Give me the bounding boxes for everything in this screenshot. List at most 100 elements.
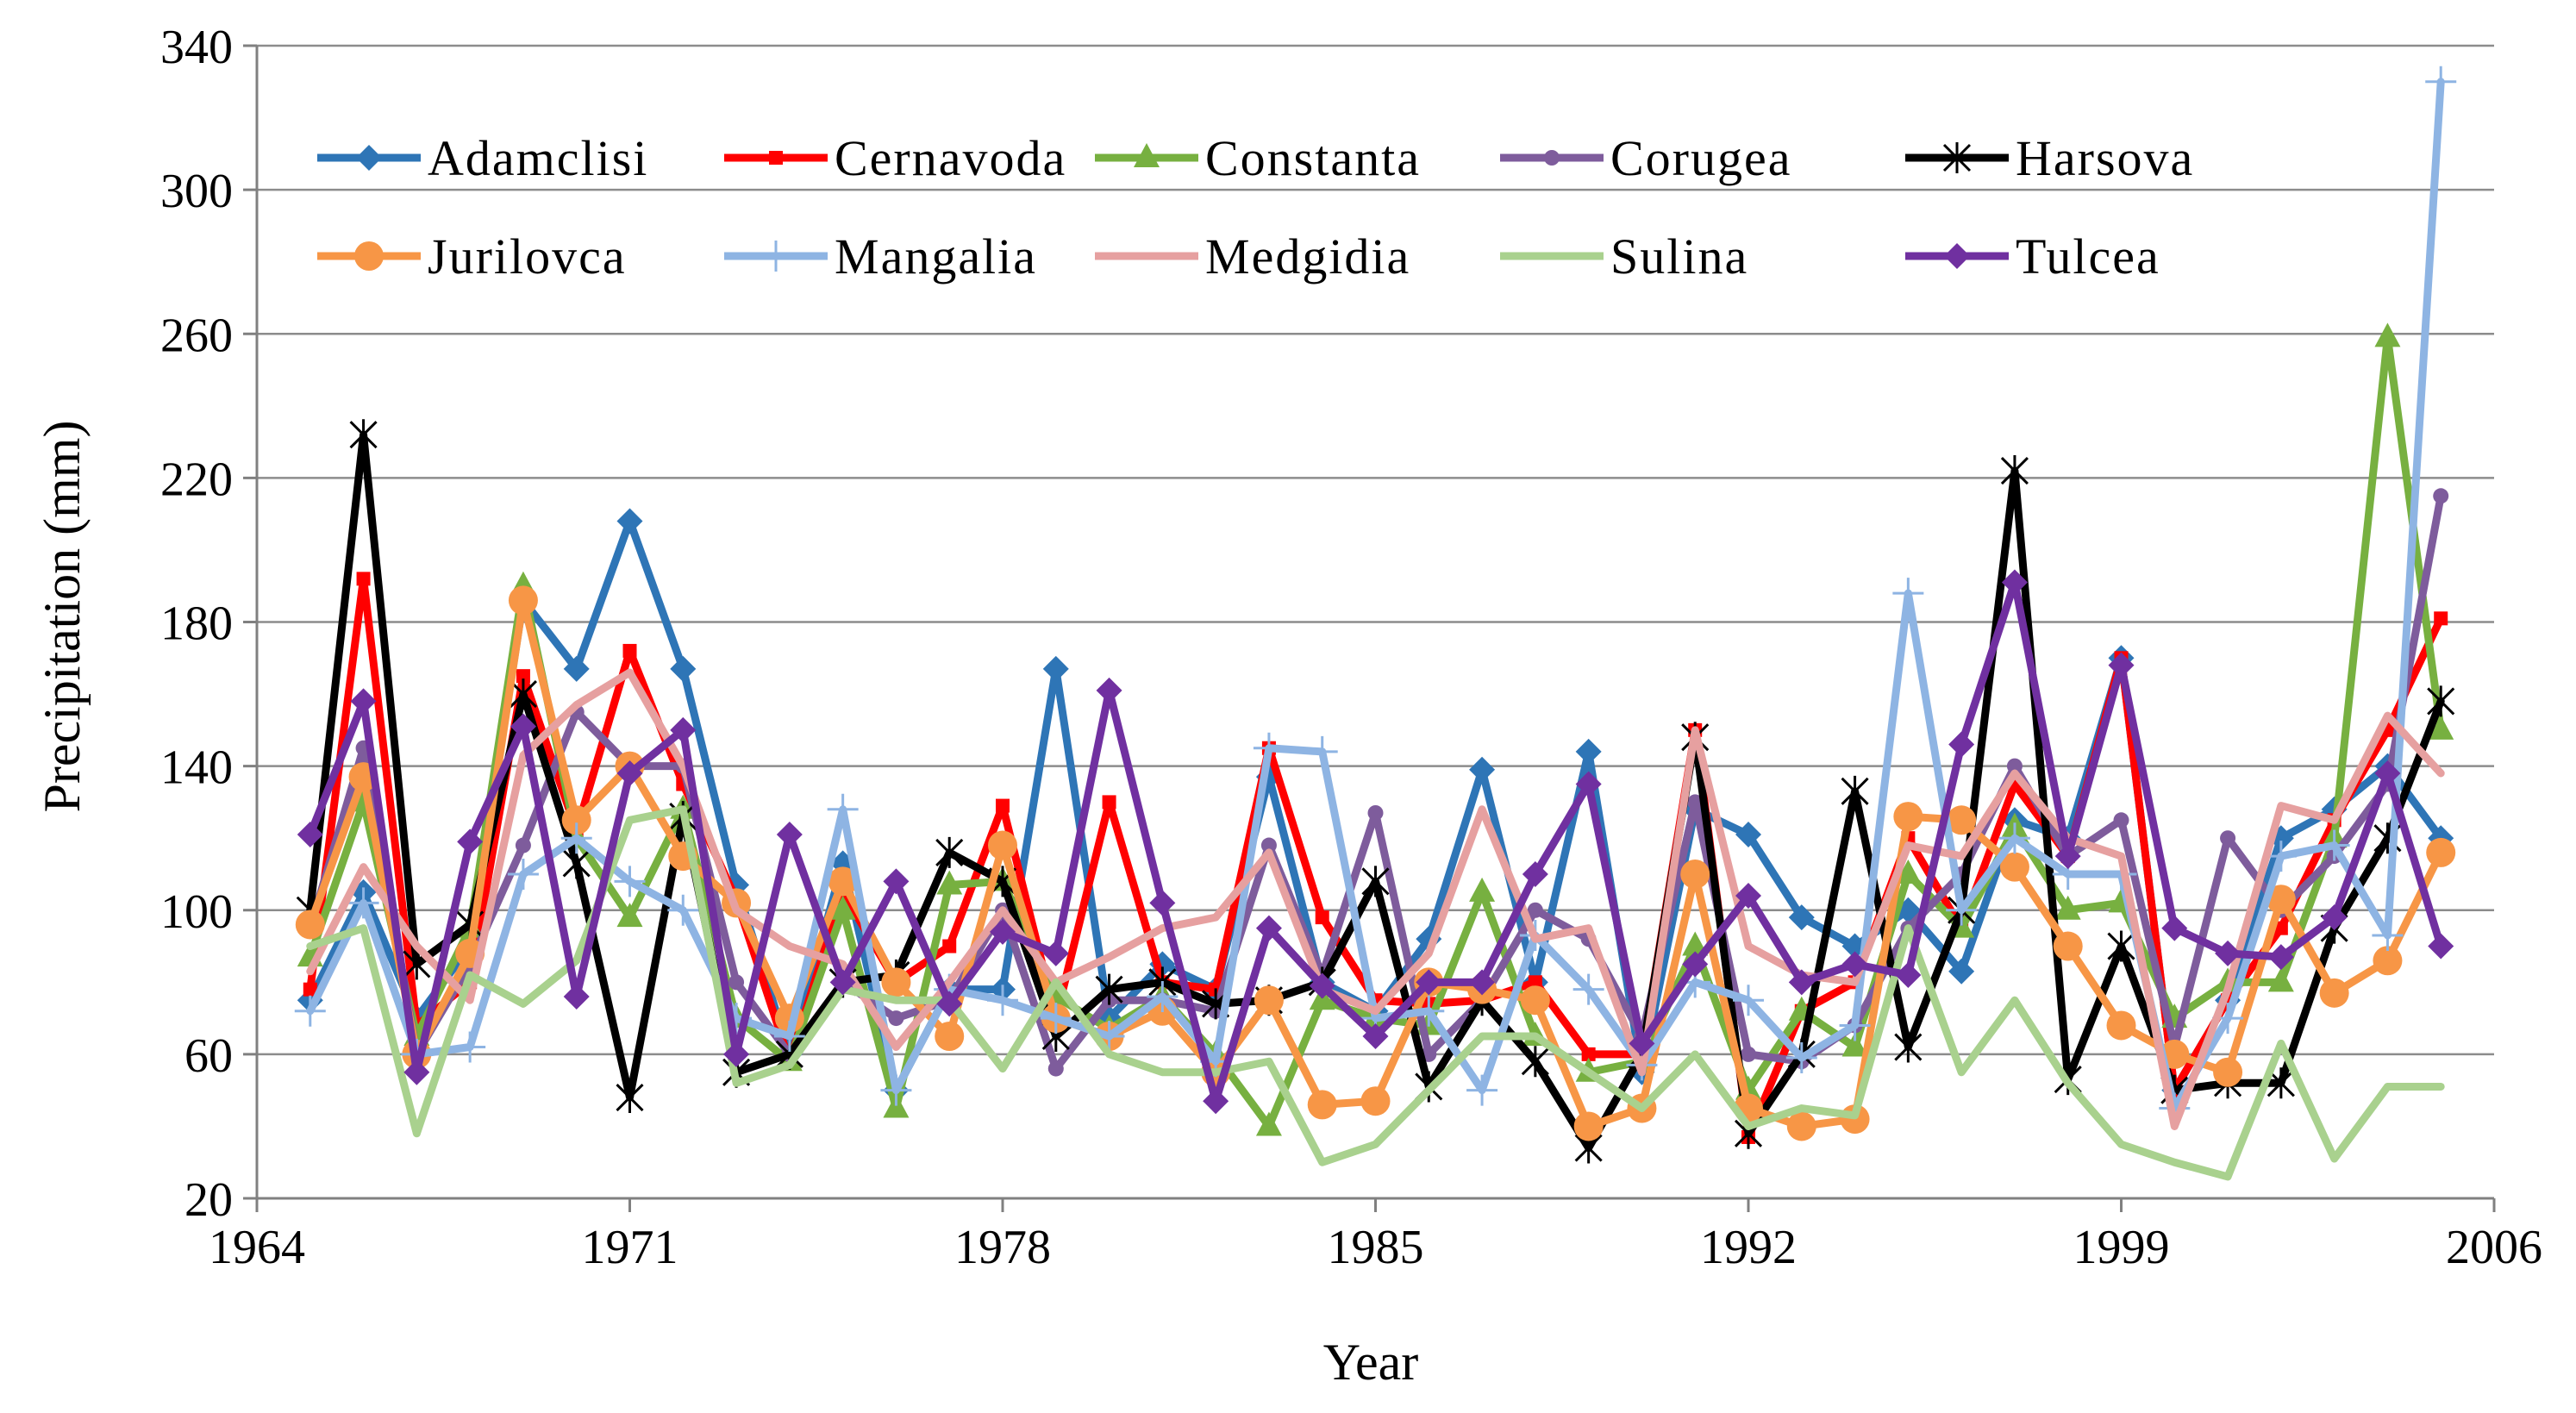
data-point: [1680, 859, 1710, 889]
data-point: [996, 798, 1010, 813]
data-point: [560, 822, 592, 854]
data-point: [1306, 735, 1338, 767]
data-point: [987, 985, 1018, 1016]
data-point: [2006, 758, 2023, 774]
data-point: [1309, 972, 1335, 999]
data-point: [1942, 142, 1972, 173]
data-point: [776, 822, 803, 848]
data-point: [1575, 738, 1602, 765]
data-point: [2374, 322, 2401, 347]
data-point: [350, 688, 377, 715]
data-point: [1573, 1111, 1604, 1141]
data-point: [2374, 760, 2401, 786]
data-point: [457, 828, 484, 855]
data-point: [1469, 756, 1496, 783]
legend-label: Jurilovca: [428, 228, 627, 284]
data-point: [828, 866, 858, 897]
data-point: [936, 870, 963, 895]
data-point: [1253, 732, 1285, 764]
data-point: [2220, 830, 2236, 847]
data-point: [2265, 841, 2297, 872]
data-point: [1254, 985, 1284, 1016]
data-point: [347, 887, 379, 919]
data-point: [614, 866, 646, 897]
data-point: [1999, 852, 2029, 882]
data-point: [1047, 1060, 1064, 1077]
data-point: [354, 241, 384, 271]
data-point: [1998, 822, 2030, 854]
data-point: [1946, 894, 1978, 926]
data-point: [1416, 969, 1442, 996]
data-point: [1102, 795, 1116, 810]
data-point: [2427, 685, 2455, 717]
data-point: [2373, 946, 2403, 976]
data-point: [1469, 877, 1496, 902]
gridlines: [257, 44, 2494, 1056]
data-point: [295, 910, 325, 940]
data-point: [616, 1082, 644, 1114]
data-point: [935, 1021, 965, 1051]
data-point: [1522, 860, 1548, 887]
data-point: [2267, 944, 2294, 971]
data-point: [1042, 655, 1069, 682]
data-point: [936, 991, 963, 1017]
data-point: [2372, 920, 2404, 951]
data-point: [1367, 804, 1384, 821]
legend-label: Harsova: [2016, 130, 2194, 186]
data-point: [1687, 794, 1704, 810]
data-point: [2433, 488, 2449, 504]
data-point: [1581, 1047, 1596, 1061]
data-point: [297, 822, 323, 848]
data-point: [515, 837, 531, 853]
data-point: [2107, 930, 2135, 962]
series-medgidia: [306, 668, 2445, 1130]
data-point: [2000, 455, 2029, 487]
data-point: [1469, 969, 1496, 996]
data-point: [1948, 731, 1975, 758]
legend-item-mangalia: Mangalia: [724, 228, 1035, 284]
y-tick-label: 20: [184, 1173, 233, 1227]
data-point: [1307, 1090, 1337, 1120]
data-point: [888, 1010, 904, 1027]
data-point: [616, 508, 643, 535]
data-point: [294, 995, 326, 1027]
series-tulcea: [297, 569, 2454, 1115]
legend-item-sulina: Sulina: [1500, 228, 1748, 284]
legend-label: Adamclisi: [428, 130, 648, 186]
y-tick-label: 140: [160, 741, 233, 795]
legend-label: Constanta: [1205, 130, 1421, 186]
data-point: [2267, 967, 2294, 992]
legend-label: Sulina: [1610, 228, 1748, 284]
data-point: [1527, 902, 1543, 918]
data-point: [1894, 1031, 1923, 1063]
data-point: [1260, 837, 1277, 853]
data-point: [667, 894, 699, 926]
legend: Adamclisi Cernavoda Constanta Corugea Harsov…: [317, 130, 2194, 284]
data-point: [1362, 1022, 1389, 1049]
data-point: [1255, 915, 1282, 941]
data-point: [1841, 951, 1868, 978]
x-tick-label: 1985: [1328, 1221, 1424, 1274]
data-point: [1575, 771, 1602, 797]
data-point: [356, 145, 382, 171]
series-sulina: [306, 805, 2445, 1181]
series-line: [306, 805, 2445, 1181]
legend-item-constanta: Constanta: [1095, 130, 1421, 186]
data-point: [935, 836, 964, 868]
data-point: [1134, 143, 1160, 167]
data-point: [303, 982, 317, 997]
data-point: [2428, 933, 2454, 960]
data-point: [1040, 1003, 1072, 1035]
data-point: [1255, 1111, 1282, 1136]
data-point: [1895, 961, 1922, 988]
data-point: [670, 716, 697, 743]
data-point: [1788, 969, 1815, 996]
data-point: [723, 1041, 750, 1067]
data-point: [2318, 829, 2350, 861]
data-point: [728, 974, 745, 991]
data-point: [1203, 1088, 1229, 1115]
data-point: [1096, 677, 1122, 703]
data-point: [1361, 866, 1390, 897]
